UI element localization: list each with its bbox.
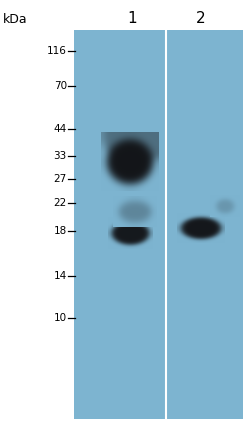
- Text: 22: 22: [53, 198, 67, 208]
- Text: 14: 14: [53, 270, 67, 281]
- Text: 27: 27: [53, 174, 67, 184]
- Text: 33: 33: [53, 151, 67, 162]
- Text: 18: 18: [53, 226, 67, 236]
- Text: 10: 10: [54, 312, 67, 323]
- Text: 44: 44: [53, 124, 67, 134]
- Text: 116: 116: [47, 46, 67, 56]
- Text: 1: 1: [128, 11, 137, 26]
- Text: 70: 70: [54, 80, 67, 91]
- Text: 2: 2: [196, 11, 205, 26]
- Bar: [74, 30, 243, 419]
- Text: kDa: kDa: [2, 13, 27, 26]
